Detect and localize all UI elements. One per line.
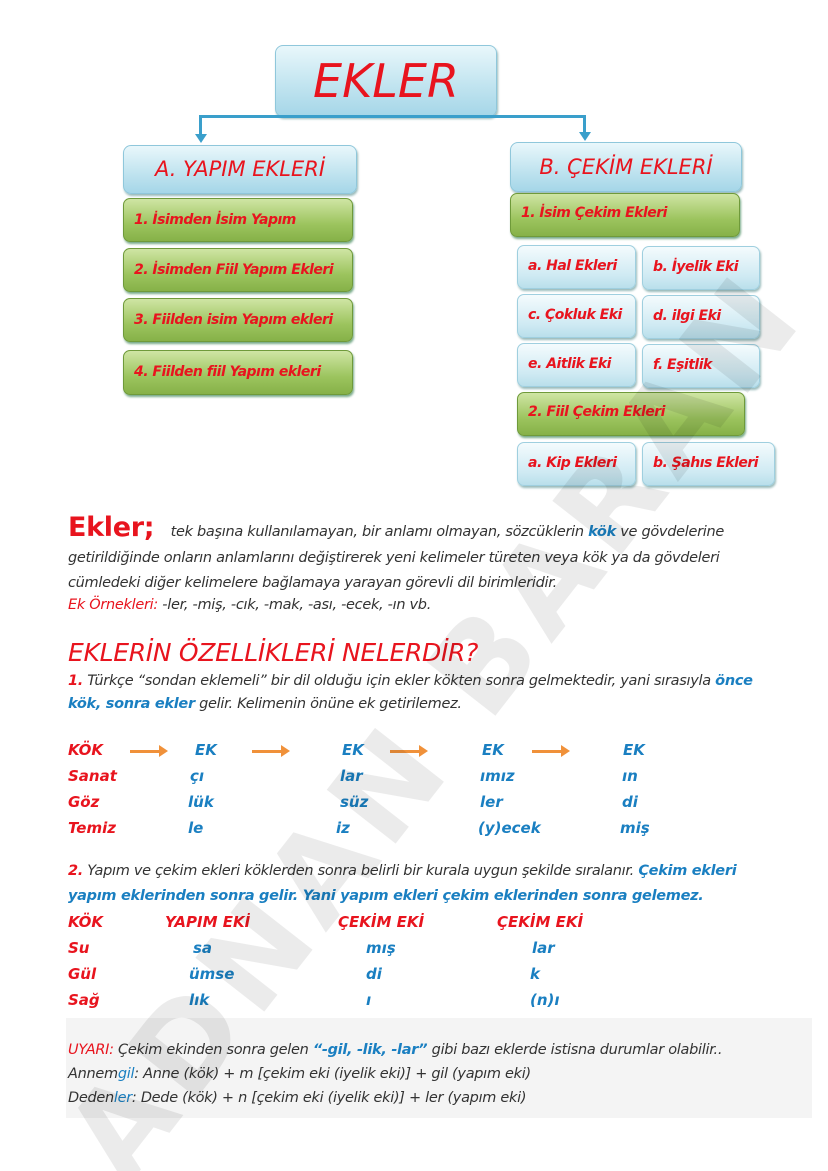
- connector-line: [583, 115, 586, 135]
- root-title: EKLER: [313, 54, 459, 108]
- table-cell: lar: [532, 939, 555, 957]
- table-cell: di: [622, 793, 638, 811]
- root-box: EKLER: [275, 45, 497, 117]
- table-cell: Gül: [68, 965, 97, 983]
- table-cell: çı: [190, 767, 205, 785]
- table-cell: iz: [336, 819, 350, 837]
- definition-line-1: Ekler; tek başına kullanılamayan, bir an…: [68, 512, 724, 543]
- table-header: KÖK: [68, 741, 104, 759]
- warning-box: [66, 1018, 812, 1118]
- yapim-item: 3. Fiilden isim Yapım ekleri: [123, 298, 353, 342]
- connector-line: [200, 115, 586, 118]
- table-cell: Sanat: [68, 767, 117, 785]
- table-cell: lar: [340, 767, 363, 785]
- isim-cekim-group: 1. İsim Çekim Ekleri: [510, 193, 740, 237]
- table-cell: le: [188, 819, 204, 837]
- table-cell: Göz: [68, 793, 100, 811]
- yapim-item: 2. İsimden Fiil Yapım Ekleri: [123, 248, 353, 292]
- table-cell: ümse: [189, 965, 235, 983]
- cekim-item: e. Aitlik Eki: [517, 343, 636, 387]
- table-cell: Temiz: [68, 819, 116, 837]
- cekim-item: b. İyelik Eki: [642, 246, 760, 290]
- arrow-right-icon: [252, 745, 290, 757]
- table-cell: ın: [622, 767, 638, 785]
- point2-line-2: yapım eklerinden sonra gelir. Yani yapım…: [68, 888, 704, 904]
- table-cell: lük: [188, 793, 214, 811]
- arrow-right-icon: [532, 745, 570, 757]
- cekim-item: f. Eşitlik: [642, 344, 760, 388]
- yapim-ekleri-box: A. YAPIM EKLERİ: [123, 145, 357, 194]
- table-cell: Sağ: [68, 991, 100, 1009]
- table-cell: miş: [620, 819, 650, 837]
- cekim-item: b. Şahıs Ekleri: [642, 442, 775, 486]
- table-cell: sa: [193, 939, 213, 957]
- warning-line: UYARI: Çekim ekinden sonra gelen “-gil, …: [68, 1042, 723, 1058]
- table-header: EK: [195, 741, 217, 759]
- table-cell: ler: [480, 793, 503, 811]
- cekim-item: a. Hal Ekleri: [517, 245, 636, 289]
- yapim-item: 1. İsimden İsim Yapım: [123, 198, 353, 242]
- yapim-item: 4. Fiilden fiil Yapım ekleri: [123, 350, 353, 395]
- table-cell: lık: [189, 991, 210, 1009]
- fiil-cekim-group: 2. Fiil Çekim Ekleri: [517, 392, 745, 436]
- point1-line-1: 1. Türkçe “sondan eklemeli” bir dil oldu…: [68, 673, 753, 689]
- warning-example-1: Annemgil: Anne (kök) + m [çekim eki (iye…: [68, 1066, 531, 1082]
- table-cell: ı: [366, 991, 372, 1009]
- table-header: EK: [342, 741, 364, 759]
- table-header: EK: [623, 741, 645, 759]
- cekim-item: c. Çokluk Eki: [517, 294, 636, 338]
- section-heading: EKLERİN ÖZELLİKLERİ NELERDİR?: [68, 638, 479, 667]
- definition-term: Ekler;: [68, 512, 155, 543]
- table-cell: süz: [340, 793, 369, 811]
- point1-line-2: kök, sonra ekler gelir. Kelimenin önüne …: [68, 696, 462, 712]
- arrow-down-icon: [195, 134, 207, 143]
- table-cell: di: [366, 965, 382, 983]
- table-cell: (y)ecek: [478, 819, 541, 837]
- table-header: EK: [482, 741, 504, 759]
- table-cell: Su: [68, 939, 90, 957]
- point2-line-1: 2. Yapım ve çekim ekleri köklerden sonra…: [68, 863, 737, 879]
- cekim-item: d. ilgi Eki: [642, 295, 760, 339]
- table-cell: (n)ı: [530, 991, 560, 1009]
- table-cell: k: [530, 965, 540, 983]
- table-header: YAPIM EKİ: [165, 913, 251, 931]
- cekim-ekleri-title: B. ÇEKİM EKLERİ: [539, 155, 713, 179]
- arrow-right-icon: [130, 745, 168, 757]
- table-cell: ımız: [480, 767, 515, 785]
- table-header: ÇEKİM EKİ: [338, 913, 425, 931]
- definition-line-2: getirildiğinde onların anlamlarını değiş…: [68, 550, 720, 566]
- arrow-down-icon: [579, 132, 591, 141]
- cekim-ekleri-box: B. ÇEKİM EKLERİ: [510, 142, 742, 192]
- cekim-item: a. Kip Ekleri: [517, 442, 636, 486]
- warning-example-2: Dedenler: Dede (kök) + n [çekim eki (iye…: [68, 1090, 527, 1106]
- yapim-ekleri-title: A. YAPIM EKLERİ: [154, 157, 326, 181]
- table-cell: mış: [366, 939, 396, 957]
- definition-line-3: cümledeki diğer kelimelere bağlamaya yar…: [68, 575, 557, 591]
- connector-line: [199, 115, 202, 137]
- arrow-right-icon: [390, 745, 428, 757]
- examples-line: Ek Örnekleri: -ler, -miş, -cık, -mak, -a…: [68, 597, 432, 613]
- table-header: KÖK: [68, 913, 104, 931]
- table-header: ÇEKİM EKİ: [497, 913, 584, 931]
